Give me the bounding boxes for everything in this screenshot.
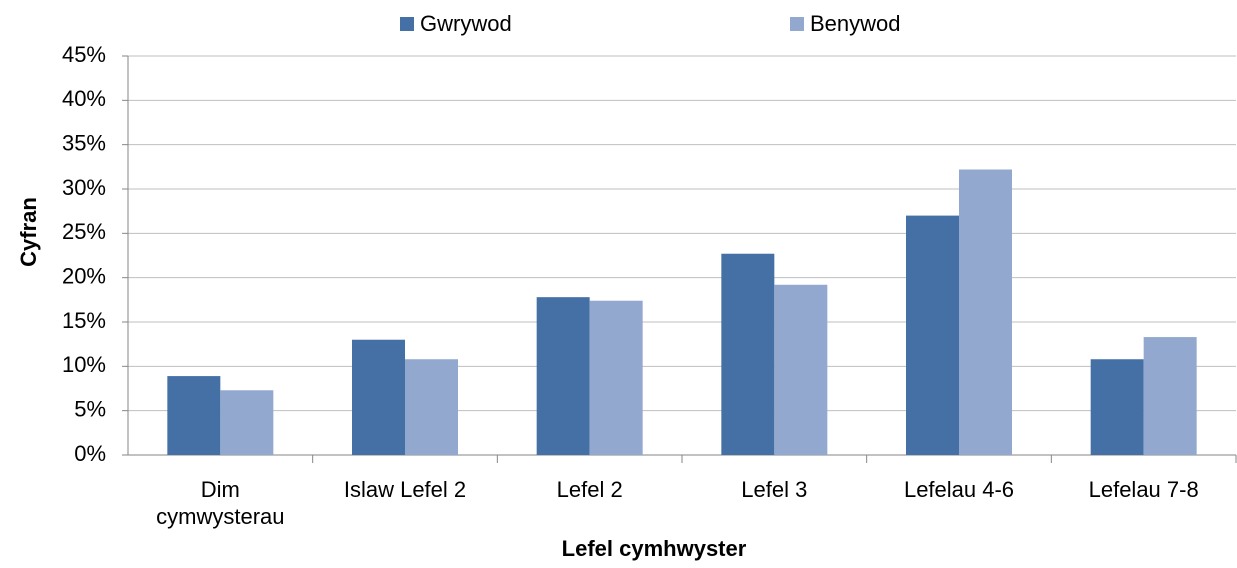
y-tick-label: 10% — [62, 352, 106, 377]
bar — [589, 300, 643, 455]
y-tick-label: 35% — [62, 130, 106, 155]
bar — [721, 253, 775, 455]
legend-label: Gwrywod — [420, 11, 512, 36]
y-axis-label: Cyfran — [16, 197, 41, 267]
legend-swatch — [400, 17, 414, 31]
legend-label: Benywod — [810, 11, 901, 36]
bar — [1090, 359, 1144, 455]
y-tick-label: 5% — [74, 396, 106, 421]
bar — [959, 169, 1012, 455]
legend-swatch — [790, 17, 804, 31]
y-tick-label: 25% — [62, 219, 106, 244]
bar — [536, 297, 590, 455]
x-tick-label: Lefelau 4-6 — [903, 477, 1015, 502]
bar — [774, 284, 828, 455]
x-tick-label: Dim cymwysterau — [156, 477, 285, 529]
bar — [352, 339, 405, 455]
y-tick-label: 0% — [74, 441, 106, 466]
x-tick-label: Islaw Lefel 2 — [343, 477, 467, 502]
x-tick-label: Lefel 3 — [741, 477, 808, 502]
bar — [167, 376, 221, 455]
x-tick-label: Lefelau 7-8 — [1088, 477, 1199, 502]
y-tick-label: 15% — [62, 308, 106, 333]
bar — [220, 390, 274, 455]
y-tick-label: 30% — [62, 175, 106, 200]
x-tick-label: Lefel 2 — [556, 477, 623, 502]
y-tick-label: 20% — [62, 263, 106, 288]
y-tick-label: 45% — [62, 42, 106, 67]
x-axis-label: Lefel cymhwyster — [562, 536, 747, 561]
bar — [405, 359, 458, 455]
bar — [1143, 337, 1197, 455]
bar — [906, 215, 959, 455]
y-tick-label: 40% — [62, 86, 106, 111]
